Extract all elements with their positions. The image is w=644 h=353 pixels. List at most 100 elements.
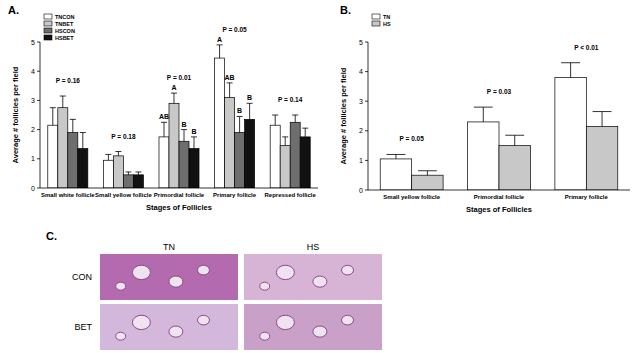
error-stem <box>219 45 220 58</box>
legend-label: HS <box>383 21 391 27</box>
error-stem <box>602 112 603 127</box>
column-label: TN <box>163 242 175 252</box>
error-cap <box>247 103 253 104</box>
error-stem <box>52 108 53 126</box>
follicle-shape <box>342 265 354 275</box>
legend-swatch <box>372 21 380 26</box>
error-bar <box>115 152 121 156</box>
y-tick <box>365 101 368 102</box>
y-tick <box>365 71 368 72</box>
error-bar <box>80 133 86 149</box>
follicle-shape <box>132 315 150 329</box>
error-cap <box>272 115 278 116</box>
legend-swatch <box>44 28 52 33</box>
significance-letter: AB <box>159 113 169 120</box>
error-bar <box>474 107 493 122</box>
bar <box>78 149 88 188</box>
column-label: HS <box>307 242 320 252</box>
micrograph <box>244 304 382 350</box>
error-bar <box>217 45 223 58</box>
micrograph-image <box>100 254 238 300</box>
bar <box>412 175 443 190</box>
y-axis <box>368 42 369 190</box>
significance-letter: A <box>217 36 222 43</box>
bar <box>586 126 617 190</box>
row-label: CON <box>72 272 92 282</box>
x-tick-label: Small yellow follicle <box>383 194 440 200</box>
error-bar <box>292 115 298 122</box>
legend: TNCONTNBETHSCONHSBET <box>44 14 75 41</box>
bar <box>468 122 499 190</box>
error-cap <box>561 62 580 63</box>
legend-label: TNCON <box>55 14 75 20</box>
bar <box>215 58 225 188</box>
panel-label: A. <box>8 4 19 16</box>
panel-label: B. <box>340 4 351 16</box>
p-value: P = 0.01 <box>167 74 192 81</box>
y-tick <box>37 158 40 159</box>
bar <box>48 125 58 188</box>
p-value: P = 0.05 <box>222 26 247 33</box>
error-bar <box>237 116 243 132</box>
y-tick <box>37 129 40 130</box>
x-axis-label: Stages of Follicles <box>466 205 532 214</box>
y-axis <box>40 42 41 188</box>
x-axis <box>368 190 630 191</box>
follicle-shape <box>260 332 270 340</box>
bar <box>499 146 530 190</box>
error-stem <box>483 107 484 122</box>
y-axis-label: Average # follicles per field <box>339 67 348 164</box>
error-bar <box>135 172 141 175</box>
micrograph-panel: C.TNHSCONBET <box>46 230 382 350</box>
bar-chart: B.012345Small yellow folliclePrimordial … <box>339 4 630 214</box>
y-tick <box>365 42 368 43</box>
error-bar <box>247 103 253 119</box>
y-tick-label: 4 <box>31 68 35 75</box>
error-cap <box>593 111 612 112</box>
error-stem <box>285 137 286 146</box>
marks <box>48 45 310 188</box>
micrograph-image <box>100 304 238 350</box>
error-stem <box>295 115 296 122</box>
error-stem <box>514 135 515 145</box>
error-stem <box>194 137 195 149</box>
y-tick-label: 1 <box>359 157 363 164</box>
error-cap <box>105 154 111 155</box>
error-stem <box>427 171 428 175</box>
error-cap <box>70 119 76 120</box>
y-tick-label: 2 <box>31 126 35 133</box>
error-stem <box>249 103 250 119</box>
error-stem <box>305 128 306 137</box>
error-cap <box>191 136 197 137</box>
error-cap <box>217 44 223 45</box>
bar <box>103 160 113 188</box>
follicle-shape <box>169 276 183 287</box>
error-stem <box>138 172 139 175</box>
y-tick <box>365 190 368 191</box>
error-stem <box>118 152 119 156</box>
error-stem <box>163 122 164 137</box>
x-tick-label: Repressed follicle <box>265 192 317 198</box>
y-tick-label: 4 <box>359 68 363 75</box>
legend-swatch <box>372 14 380 19</box>
bar <box>179 141 189 188</box>
follicle-shape <box>276 265 294 279</box>
significance-letter: B <box>237 107 242 114</box>
bar <box>123 175 133 188</box>
p-value: P = 0.05 <box>400 135 425 142</box>
error-stem <box>570 63 571 78</box>
error-stem <box>395 154 396 158</box>
bar <box>189 149 199 188</box>
p-value: P < 0.01 <box>574 44 599 51</box>
error-bar <box>282 137 288 146</box>
micrograph-image <box>244 304 382 350</box>
error-cap <box>125 171 131 172</box>
bar <box>380 159 411 190</box>
y-tick <box>37 71 40 72</box>
x-tick-label: Primordial follicle <box>474 194 525 200</box>
y-tick-label: 1 <box>31 155 35 162</box>
error-bar <box>593 112 612 127</box>
follicle-shape <box>276 315 294 329</box>
error-stem <box>108 154 109 160</box>
follicle-shape <box>313 326 327 337</box>
